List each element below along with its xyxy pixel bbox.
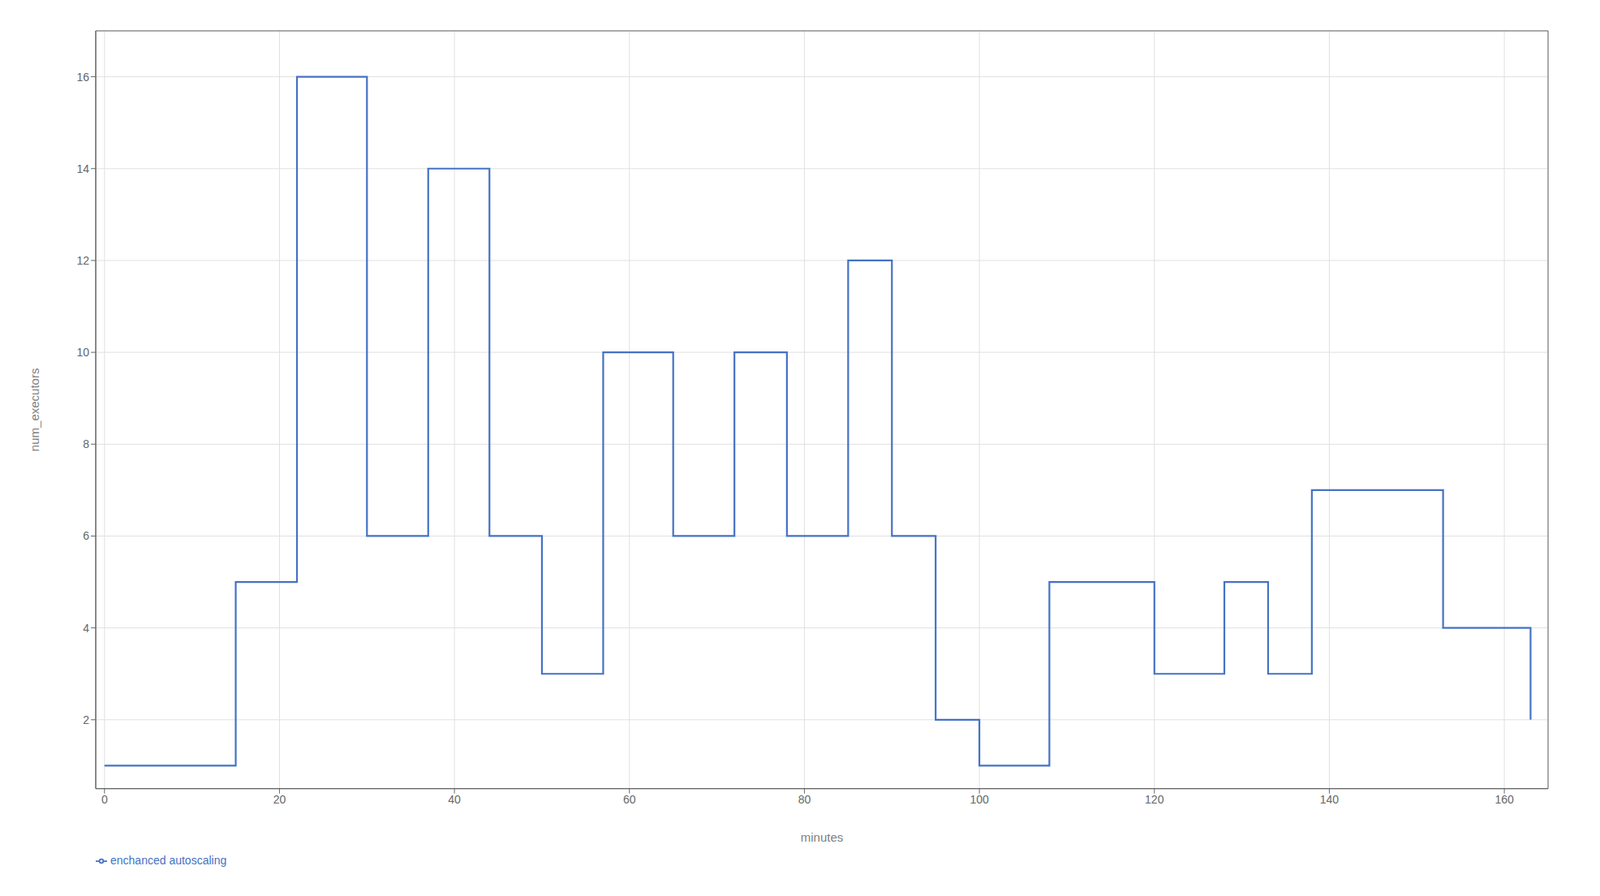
svg-text:num_executors: num_executors (27, 368, 42, 452)
svg-text:minutes: minutes (800, 830, 844, 844)
svg-text:10: 10 (76, 345, 90, 359)
svg-text:0: 0 (101, 792, 108, 806)
svg-text:2: 2 (82, 713, 90, 727)
svg-text:6: 6 (82, 529, 90, 542)
svg-text:40: 40 (447, 792, 461, 806)
svg-text:14: 14 (76, 162, 90, 176)
svg-text:20: 20 (273, 792, 287, 806)
svg-text:12: 12 (76, 253, 90, 267)
svg-text:80: 80 (798, 792, 812, 806)
svg-text:140: 140 (1320, 792, 1340, 806)
svg-text:8: 8 (82, 437, 90, 451)
svg-text:16: 16 (76, 70, 90, 84)
svg-text:100: 100 (969, 792, 990, 806)
html-text:enchanced autoscaling: enchanced autoscaling (110, 853, 227, 867)
svg-text:60: 60 (623, 792, 637, 806)
svg-text:120: 120 (1144, 792, 1165, 806)
svg-text:160: 160 (1494, 792, 1514, 806)
svg-text:4: 4 (82, 621, 90, 635)
